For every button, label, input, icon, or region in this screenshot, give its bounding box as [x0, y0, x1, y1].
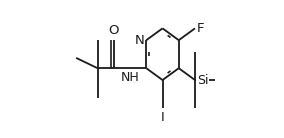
- Text: I: I: [161, 111, 164, 124]
- Text: Si: Si: [197, 74, 208, 87]
- Text: F: F: [197, 22, 204, 35]
- Text: N: N: [135, 34, 145, 47]
- Text: NH: NH: [121, 71, 139, 84]
- Text: O: O: [108, 24, 119, 37]
